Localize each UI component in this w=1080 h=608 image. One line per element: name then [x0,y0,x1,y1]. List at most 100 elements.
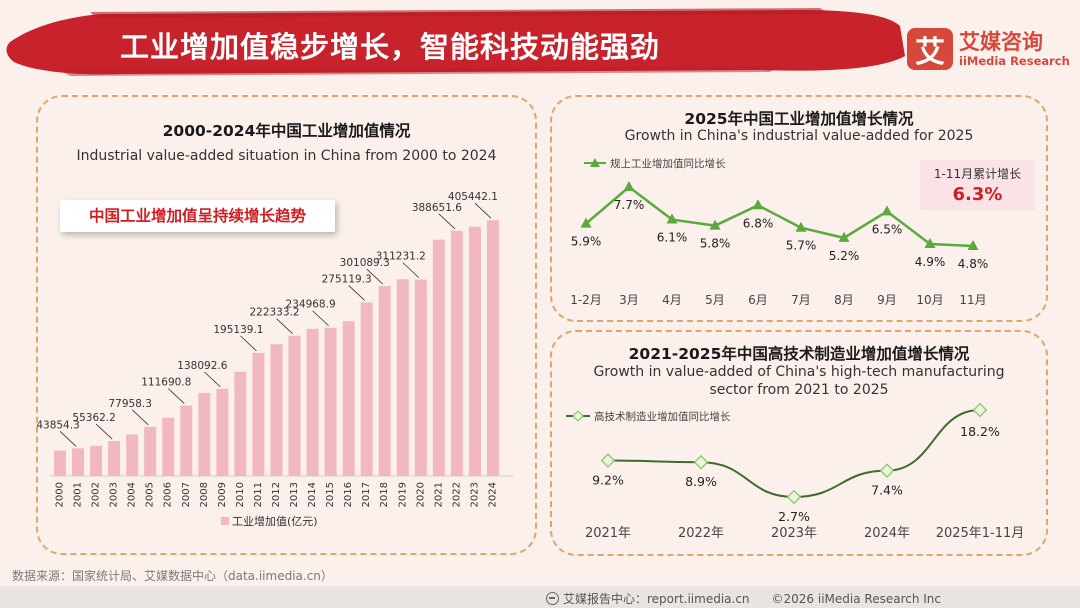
data-label: 275119.3 [322,273,372,285]
x-tick-label: 2025年1-11月 [936,526,1025,541]
banner-brush-streak [60,66,780,76]
copyright: ©2026 iiMedia Research Inc [771,591,942,606]
legend-label: 高技术制造业增加值同比增长 [594,410,731,423]
bar [252,352,265,476]
data-label: 2.7% [778,509,810,524]
data-label: 7.4% [871,483,903,498]
data-label: 77958.3 [108,398,151,410]
chart-title: 2021-2025年中国高技术制造业增加值增长情况 [628,345,970,363]
bar [144,426,157,476]
banner-brush-stroke [6,10,905,75]
x-tick-label: 2018 [379,482,390,507]
data-label: 4.9% [915,255,946,269]
x-tick-label: 6月 [748,293,768,307]
cumulative-growth-value: 6.3% [952,184,1003,205]
data-label: 7.7% [614,198,645,212]
x-tick-label: 2017 [361,482,372,507]
x-tick-label: 2012 [271,482,282,507]
x-tick-label: 2008 [199,482,210,507]
bar [72,448,85,476]
data-label: 5.8% [700,237,731,251]
label-leader-line [312,310,329,327]
chart-title: 2025年中国工业增加值增长情况 [684,110,914,128]
data-point [786,489,802,505]
trend-callout: 中国工业增加值呈持续增长趋势 [60,200,335,232]
data-label: 405442.1 [448,191,498,203]
data-label: 43854.3 [36,419,79,431]
data-point [600,453,616,468]
logo-mark-icon: 艾 [907,28,953,70]
hightech-growth-panel: 2021-2025年中国高技术制造业增加值增长情况 Growth in valu… [550,330,1048,556]
globe-icon [546,592,559,605]
label-leader-line [204,371,221,388]
x-tick-label: 2023年 [771,526,817,541]
title-banner [6,8,905,76]
label-leader-line [276,318,293,335]
bar [288,335,301,476]
label-leader-line [95,423,113,440]
chart-subtitle: Industrial value-added situation in Chin… [76,148,497,164]
bar [54,450,66,476]
data-label: 111690.8 [141,377,191,389]
x-tick-label: 2003 [109,482,120,507]
legend-swatch [221,517,229,525]
x-tick-label: 2015 [325,482,336,507]
monthly-growth-line-chart: 5.9% 1-2月 7.7% 3月 6.1% 4月 5.8% 5月 6.8% 6月 5.7% 7月 5.… [570,157,988,307]
legend-marker [572,410,584,422]
x-tick-label: 2014 [307,482,318,507]
label-leader-line [131,409,149,426]
x-tick-label: 1-2月 [570,293,602,307]
data-label: 18.2% [960,424,1000,439]
x-tick-label: 2021 [433,482,444,507]
chart-subtitle-line1: Growth in value-added of China's high-te… [593,364,1005,380]
bar [324,327,337,476]
label-leader-line [438,213,456,230]
data-point [623,181,635,191]
x-tick-label: 2020 [415,482,426,507]
series-line [585,185,974,248]
x-tick-label: 2022 [451,482,462,507]
report-center-link[interactable]: 艾媒报告中心：report.iimedia.cn [563,592,750,606]
x-tick-label: 2022年 [678,526,724,541]
x-tick-label: 11月 [959,293,986,307]
data-label: 6.8% [743,216,774,230]
x-tick-label: 2004 [127,482,138,507]
legend-label: 工业增加值(亿元) [232,514,318,528]
x-tick-label: 2006 [163,482,174,507]
x-tick-label: 2000 [55,482,66,507]
x-tick-label: 2019 [397,482,408,507]
x-tick-label: 2010 [235,482,246,507]
label-leader-line [348,285,365,301]
bar [198,392,211,476]
bar [450,230,463,476]
x-tick-label: 2016 [343,482,354,507]
bar [216,388,229,476]
bar [306,328,319,476]
legend-marker [590,158,600,167]
data-label: 4.8% [958,257,989,271]
x-tick-label: 2011 [253,482,264,507]
data-point [693,454,709,470]
x-tick-label: 2024 [487,482,498,507]
data-point [752,199,764,210]
bar [468,226,481,476]
bar [162,417,175,476]
label-leader-line [168,388,185,404]
bar [414,279,427,476]
footer-bar: 艾媒报告中心：report.iimedia.cn ©2026 iiMedia R… [0,586,1080,608]
logo-name-cn: 艾媒咨询 [959,30,1043,54]
data-label: 55362.2 [72,412,115,424]
data-point [881,205,893,216]
label-leader-line [240,335,257,352]
label-leader-line [402,262,420,278]
bar [270,344,283,476]
data-point [580,217,592,228]
data-point [795,221,807,232]
bar [378,286,391,476]
x-tick-label: 2002 [91,482,102,507]
cumulative-growth-label: 1-11月累计增长 [933,167,1022,181]
bar [108,441,121,476]
data-label: 6.5% [872,222,903,236]
data-point [838,231,850,242]
page-title: 工业增加值稳步增长，智能科技动能强劲 [120,30,661,64]
